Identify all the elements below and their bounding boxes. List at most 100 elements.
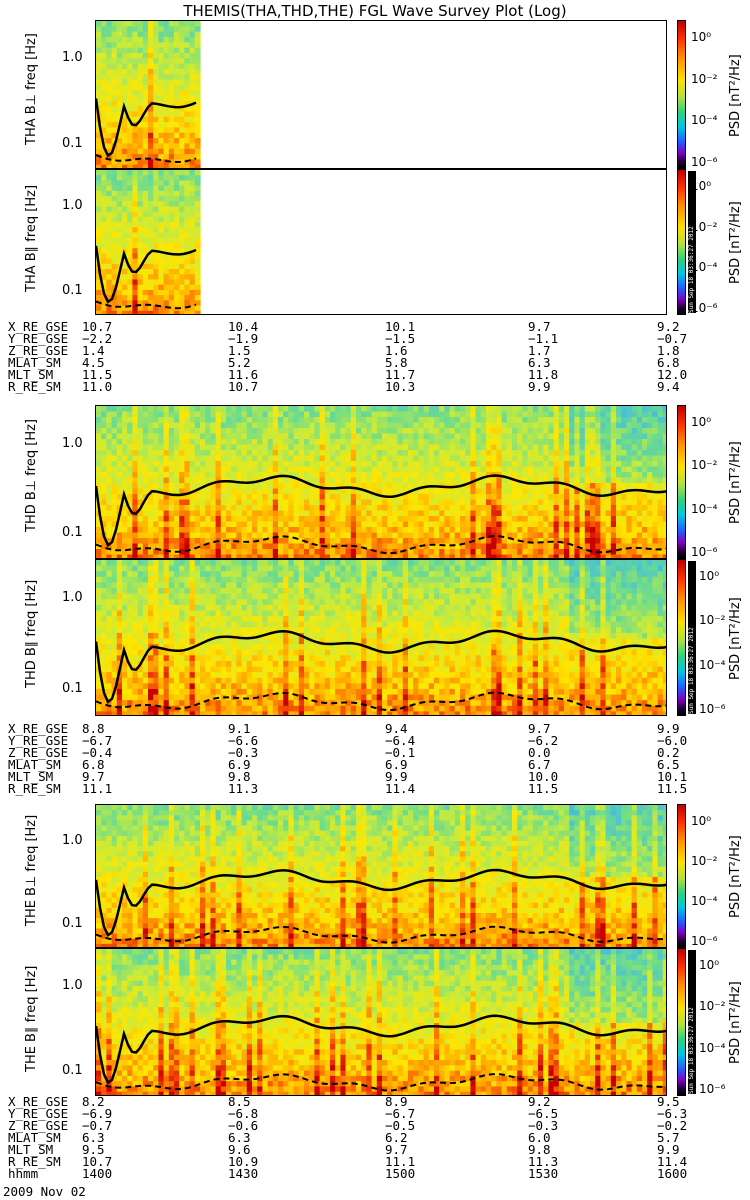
orbit-value: 8.8 <box>82 721 105 736</box>
freq-tick-label: 1.0 <box>62 832 83 848</box>
orbit-row-label: Z_RE_GSE <box>8 343 69 358</box>
orbit-value: 12.0 <box>657 367 688 382</box>
panel-y-axis-label: THE B∥ freq [Hz] <box>24 965 39 1072</box>
orbit-row: MLAT_SM 6.3 6.3 6.2 6.0 5.7 <box>0 1130 750 1145</box>
orbit-row: Y_RE_GSE −6.7 −6.6 −6.4 −6.2 −6.0 <box>0 733 750 748</box>
orbit-row-label: Y_RE_GSE <box>8 1106 69 1121</box>
orbit-value: 9.8 <box>228 769 251 784</box>
orbit-row-label: R_RE_SM <box>8 781 61 796</box>
colorbar-tick-label: 10⁻² <box>691 71 718 86</box>
orbit-value: 9.8 <box>528 1142 551 1157</box>
psd-colorbar <box>677 169 686 315</box>
orbit-value: 10.1 <box>657 769 688 784</box>
spectrogram-tha-par <box>95 169 667 315</box>
freq-tick-label: 0.1 <box>62 282 83 298</box>
orbit-value: 8.9 <box>385 1094 408 1109</box>
colorbar-tick-label: 10⁻² <box>699 999 726 1014</box>
orbit-value: 9.2 <box>657 319 680 334</box>
orbit-value: 9.7 <box>528 721 551 736</box>
orbit-value: 0.0 <box>528 745 551 760</box>
orbit-value: 1500 <box>385 1166 416 1181</box>
orbit-value: 6.3 <box>82 1130 105 1145</box>
orbit-value: 8.2 <box>82 1094 105 1109</box>
orbit-value: 8.5 <box>228 1094 251 1109</box>
orbit-value: −0.7 <box>82 1118 113 1133</box>
lower-frequency-line <box>96 1073 666 1092</box>
orbit-value: 11.8 <box>528 367 559 382</box>
orbit-value: 10.7 <box>228 379 259 394</box>
orbit-value: −6.3 <box>657 1106 688 1121</box>
colorbar-tick-label: 10⁰ <box>691 415 712 429</box>
orbit-value: 10.3 <box>385 379 416 394</box>
orbit-value: 6.8 <box>82 757 105 772</box>
orbit-value: 11.5 <box>82 367 113 382</box>
lower-frequency-line <box>96 154 197 163</box>
colorbar-tick-label: 10⁻⁴ <box>699 657 726 672</box>
orbit-row-label: MLT_SM <box>8 769 54 784</box>
orbit-table-thd: X_RE_GSE 8.8 9.1 9.4 9.7 9.9 Y_RE_GSE −6.7 −6.6−… <box>0 721 750 796</box>
orbit-value: 9.2 <box>528 1094 551 1109</box>
orbit-value: −6.6 <box>228 733 259 748</box>
orbit-value: 5.2 <box>228 355 251 370</box>
orbit-value: 6.3 <box>528 355 551 370</box>
orbit-value: 6.9 <box>385 757 408 772</box>
orbit-value: 9.4 <box>657 379 680 394</box>
orbit-value: −1.5 <box>385 331 416 346</box>
orbit-row: MLAT_SM 6.8 6.9 6.9 6.7 6.5 <box>0 757 750 772</box>
upper-frequency-line <box>96 245 197 304</box>
orbit-value: 9.4 <box>385 721 408 736</box>
colorbar-tick-label: 10⁻² <box>691 458 718 473</box>
colorbar-title: PSD [nT²/Hz] <box>728 201 743 284</box>
orbit-value: 11.3 <box>528 1154 559 1169</box>
orbit-value: 0.2 <box>657 745 680 760</box>
orbit-row: R_RE_SM 11.0 10.7 10.3 9.9 9.4 <box>0 379 750 394</box>
orbit-value: 1.5 <box>228 343 251 358</box>
orbit-value: 6.7 <box>528 757 551 772</box>
orbit-value: −6.5 <box>528 1106 559 1121</box>
spectrogram-thd-par <box>95 559 667 716</box>
orbit-value: 6.8 <box>657 355 680 370</box>
orbit-value: 1600 <box>657 1166 688 1181</box>
orbit-value: 10.4 <box>228 319 259 334</box>
colorbar-tick-label: 10⁰ <box>699 569 720 583</box>
colorbar-tick-label: 10⁻⁴ <box>699 1040 726 1055</box>
orbit-value: 1.8 <box>657 343 680 358</box>
psd-colorbar <box>677 948 686 1096</box>
orbit-row: R_RE_SM 10.7 10.9 11.1 11.3 11.4 <box>0 1154 750 1169</box>
panel-y-axis-label: THD B∥ freq [Hz] <box>24 579 39 688</box>
orbit-value: 9.9 <box>528 379 551 394</box>
orbit-row: Z_RE_GSE −0.4 −0.3 −0.1 0.0 0.2 <box>0 745 750 760</box>
orbit-row: MLT_SM 9.5 9.6 9.7 9.8 9.9 <box>0 1142 750 1157</box>
spectrogram-thd-perp <box>95 405 667 559</box>
orbit-value: 11.0 <box>82 379 113 394</box>
orbit-value: 9.1 <box>228 721 251 736</box>
orbit-value: −6.7 <box>385 1106 416 1121</box>
colorbar-tick-label: 10⁻² <box>691 219 718 234</box>
freq-tick-label: 0.1 <box>62 1063 83 1079</box>
freq-tick-label: 0.1 <box>62 525 83 541</box>
upper-frequency-line <box>96 629 666 704</box>
orbit-value: 6.3 <box>228 1130 251 1145</box>
freq-tick-label: 1.0 <box>62 49 83 65</box>
orbit-value: 11.3 <box>228 781 259 796</box>
spectrogram-tha-perp <box>95 20 667 169</box>
orbit-value: 9.6 <box>228 1142 251 1157</box>
orbit-value: 9.7 <box>528 319 551 334</box>
colorbar-tick-label: 10⁻⁶ <box>691 934 718 948</box>
orbit-value: −0.3 <box>528 1118 559 1133</box>
orbit-value: 9.9 <box>657 1142 680 1157</box>
orbit-value: −6.9 <box>82 1106 113 1121</box>
creation-timestamp: Sun Sep 18 03:36:27 2012 <box>688 950 696 1094</box>
panel-y-axis-label: THE B⊥ freq [Hz] <box>24 814 39 926</box>
spectrogram-the-par <box>95 948 667 1096</box>
orbit-value: −1.9 <box>228 331 259 346</box>
freq-tick-label: 1.0 <box>62 198 83 214</box>
orbit-value: 11.7 <box>385 367 416 382</box>
plot-title: THEMIS(THA,THD,THE) FGL Wave Survey Plot… <box>183 2 567 20</box>
orbit-value: 10.7 <box>82 1154 113 1169</box>
orbit-row-label: MLAT_SM <box>8 1130 61 1145</box>
orbit-row: Y_RE_GSE −2.2 −1.9 −1.5 −1.1 −0.7 <box>0 331 750 346</box>
orbit-value: −0.4 <box>82 745 113 760</box>
orbit-value: 5.8 <box>385 355 408 370</box>
orbit-row: Y_RE_GSE −6.9 −6.8 −6.7 −6.5 −6.3 <box>0 1106 750 1121</box>
